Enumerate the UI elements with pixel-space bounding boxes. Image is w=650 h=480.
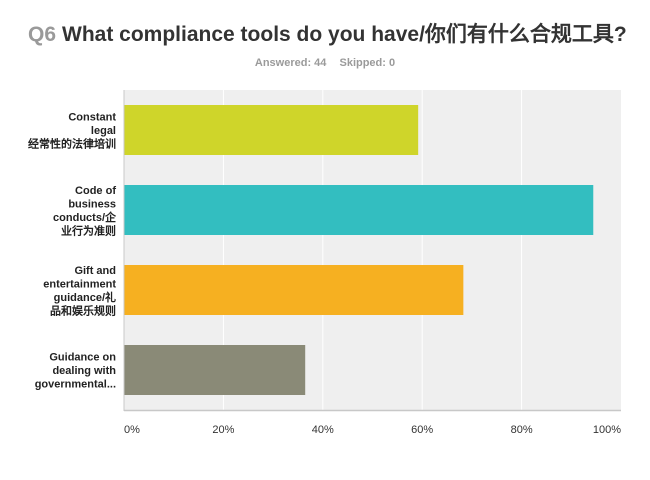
- response-stats: Answered: 44 Skipped: 0: [0, 57, 650, 69]
- bar: [124, 265, 464, 315]
- category-label: Guidance on dealing with governmental...: [35, 352, 117, 391]
- answered-count: Answered: 44: [254, 57, 327, 69]
- category-label-line: Code of: [75, 185, 116, 197]
- x-tick-label: 100%: [593, 424, 621, 436]
- category-label-line: 品和娱乐规则: [50, 303, 116, 317]
- category-label-line: 业行为准则: [61, 223, 116, 237]
- category-label-line: guidance/礼: [54, 290, 116, 304]
- x-tick-label: 20%: [212, 424, 234, 436]
- x-tick-label: 80%: [511, 424, 533, 436]
- category-label-line: Gift and: [74, 265, 116, 277]
- category-label: Constant legal 经常性的法律培训: [28, 112, 116, 151]
- category-label-line: entertainment: [43, 278, 116, 290]
- bar: [124, 345, 306, 395]
- question-title: Q6 What compliance tools do you have/你们有什…: [28, 18, 627, 48]
- category-label-line: business: [68, 198, 116, 210]
- bar: [124, 105, 419, 155]
- question-number: Q6: [28, 23, 57, 46]
- x-tick-label: 40%: [312, 424, 334, 436]
- category-label: Code of business conducts/企业行为准则: [53, 185, 117, 238]
- category-label-line: Constant: [68, 112, 116, 124]
- category-label: Gift and entertainment guidance/礼品和娱乐规则: [43, 265, 116, 318]
- category-label-line: governmental...: [35, 379, 116, 391]
- skipped-count: Skipped: 0: [339, 57, 396, 69]
- bar: [124, 185, 594, 235]
- question-text: What compliance tools do you have/你们有什么合…: [62, 23, 627, 46]
- category-label-line: conducts/企: [53, 210, 117, 224]
- category-label-line: 经常性的法律培训: [28, 137, 116, 151]
- category-label-line: dealing with: [52, 365, 116, 377]
- category-label-line: Guidance on: [49, 352, 116, 364]
- category-label-line: legal: [91, 125, 116, 137]
- x-tick-label: 60%: [411, 424, 433, 436]
- x-tick-label: 0%: [124, 424, 140, 436]
